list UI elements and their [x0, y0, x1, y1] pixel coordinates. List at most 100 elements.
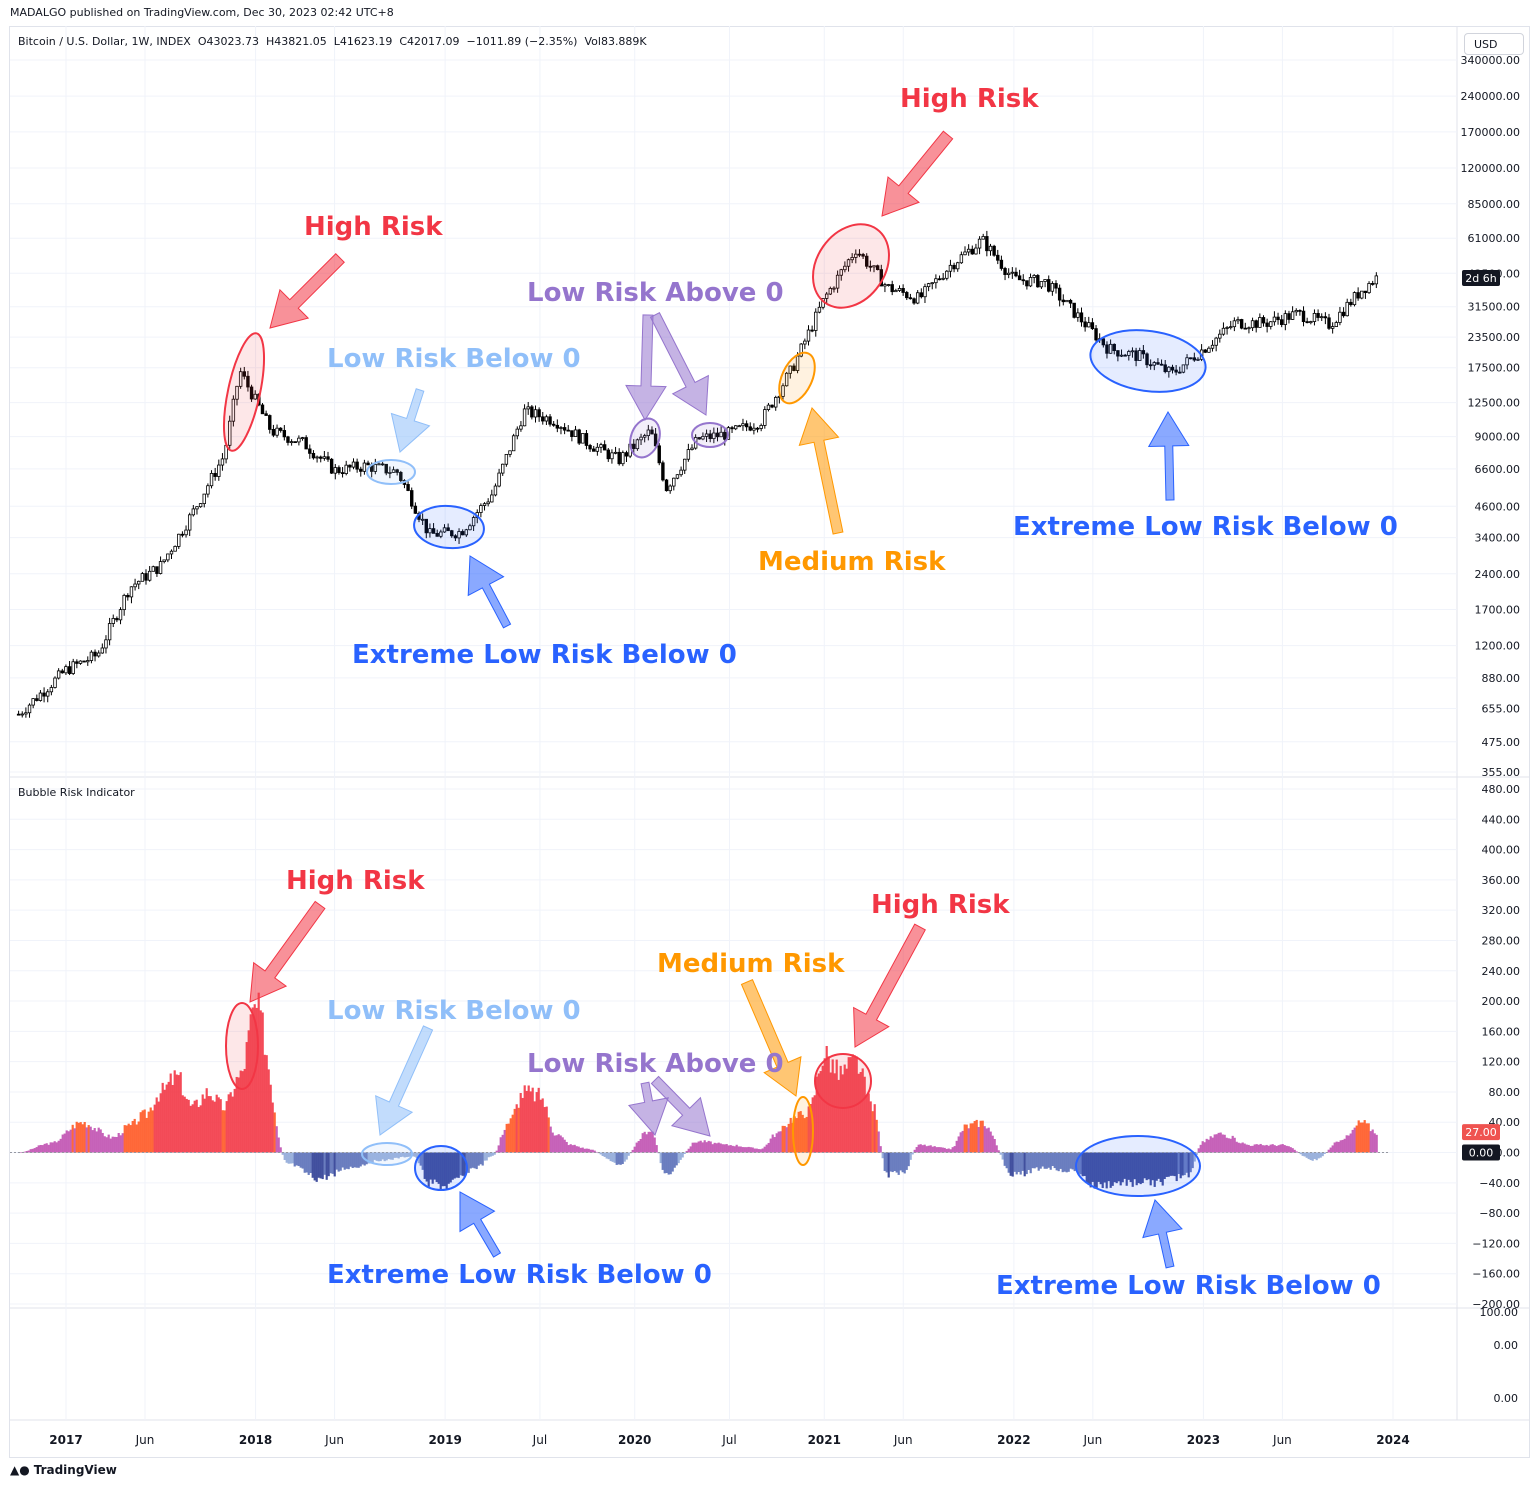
candle-body [1054, 283, 1058, 289]
risk-column [805, 1116, 808, 1153]
risk-column [905, 1152, 908, 1170]
candle-body [999, 259, 1004, 269]
risk-column [1369, 1131, 1372, 1153]
risk-column [475, 1152, 478, 1170]
risk-column [637, 1141, 640, 1153]
risk-column [595, 1151, 598, 1153]
risk-column [1219, 1132, 1222, 1153]
risk-column [913, 1149, 916, 1153]
risk-column [1189, 1152, 1192, 1173]
zero-badge-bg [1462, 1144, 1500, 1161]
candle-body [515, 428, 519, 437]
risk-column [823, 1058, 826, 1153]
price-tick-label: 1700.00 [1475, 604, 1521, 617]
risk-column [533, 1101, 536, 1153]
risk-column [865, 1095, 868, 1153]
risk-column [807, 1106, 810, 1153]
candle-body [781, 385, 785, 397]
candle-body [592, 448, 596, 452]
candle-body [486, 501, 490, 505]
indicator-tick-label: −80.00 [1479, 1207, 1520, 1220]
risk-column [77, 1122, 80, 1153]
risk-column [229, 1092, 232, 1153]
symbol-name: Bitcoin / U.S. Dollar, 1W, INDEX [18, 35, 191, 48]
risk-column [487, 1152, 490, 1158]
candle-body [1061, 299, 1065, 303]
empty-pane-tick-label: 0.00 [1494, 1339, 1519, 1352]
risk-column [753, 1148, 756, 1153]
risk-column [669, 1152, 672, 1175]
extreme-low-ellipse [1089, 329, 1207, 393]
risk-column [761, 1148, 764, 1153]
candle-body [1174, 369, 1178, 373]
risk-column [691, 1142, 694, 1153]
candle-body [308, 448, 312, 454]
risk-column [1289, 1147, 1292, 1153]
risk-column [671, 1152, 674, 1172]
candle-body [1152, 362, 1156, 366]
risk-column [207, 1096, 210, 1153]
risk-column [295, 1152, 298, 1166]
candle-body [555, 424, 560, 429]
risk-column [189, 1105, 192, 1153]
risk-column [227, 1094, 230, 1153]
risk-column [315, 1152, 318, 1182]
risk-column [279, 1147, 282, 1153]
candle-body [752, 427, 756, 431]
risk-column [1061, 1152, 1064, 1173]
candle-body [551, 423, 556, 426]
risk-column [423, 1152, 426, 1179]
candle-body [1014, 271, 1018, 277]
risk-column [899, 1152, 902, 1171]
indicator-title: Bubble Risk Indicator [18, 786, 135, 799]
high-risk-ellipse [225, 1002, 259, 1090]
risk-column [661, 1152, 664, 1170]
indicator-tick-label: 80.00 [1489, 1086, 1521, 1099]
candle-body [843, 265, 847, 271]
risk-column [1321, 1152, 1324, 1157]
risk-column [271, 1102, 274, 1153]
candle-body [770, 404, 774, 408]
risk-column [583, 1148, 586, 1153]
risk-column [1341, 1139, 1344, 1153]
candle-body [985, 236, 989, 252]
price-axis: 340000.00 240000.00 170000.00 120000.00 8500… [1461, 54, 1521, 779]
risk-column [141, 1110, 144, 1153]
candle-body [1287, 313, 1291, 320]
candle-body [908, 297, 913, 300]
risk-column [1099, 1152, 1102, 1185]
risk-column [1209, 1136, 1212, 1153]
extreme-low-arrow [1142, 1199, 1183, 1269]
risk-column [561, 1137, 564, 1153]
open-value: O43023.73 [197, 35, 259, 48]
risk-column [1141, 1152, 1144, 1184]
risk-column [931, 1146, 934, 1153]
candle-body [1203, 349, 1207, 353]
candle-body [1334, 322, 1338, 327]
risk-column [689, 1146, 692, 1153]
risk-column [233, 1088, 236, 1153]
high-risk-ellipse [222, 332, 266, 452]
candle-body [439, 531, 443, 537]
risk-column [835, 1059, 838, 1153]
risk-column [57, 1140, 60, 1153]
risk-column [889, 1152, 892, 1172]
candle-body [1017, 275, 1022, 281]
candle-body [1294, 310, 1298, 313]
risk-column [989, 1131, 992, 1153]
medium-risk-arrow [798, 407, 844, 535]
footer-brand[interactable]: ▲● TradingView [10, 1463, 117, 1477]
risk-column [585, 1148, 588, 1153]
risk-column [39, 1144, 42, 1153]
risk-column [355, 1152, 358, 1168]
risk-column [631, 1149, 634, 1153]
risk-column [1305, 1152, 1308, 1158]
risk-column [1261, 1145, 1264, 1153]
risk-column [145, 1117, 148, 1153]
candle-body [1236, 319, 1240, 322]
candle-body [595, 446, 600, 452]
risk-column [83, 1122, 86, 1153]
currency-button[interactable]: USD [1464, 33, 1524, 55]
risk-column [1251, 1145, 1254, 1153]
